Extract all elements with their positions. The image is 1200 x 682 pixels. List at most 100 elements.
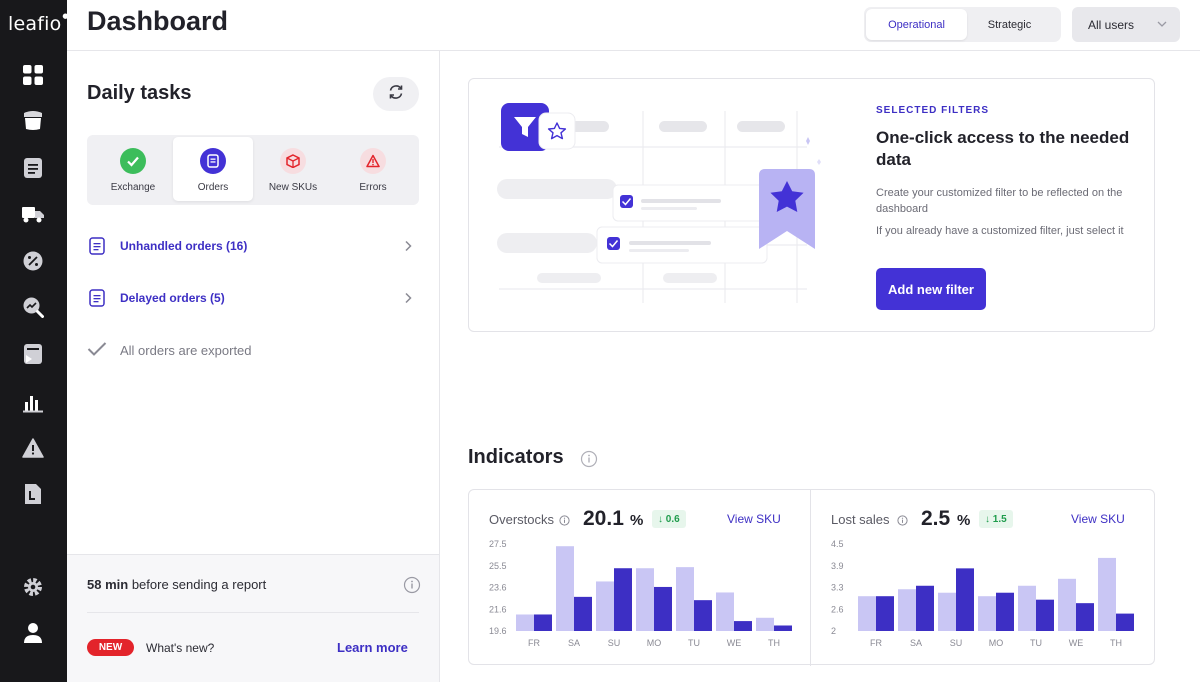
x-tick-label: MO [647, 638, 662, 648]
user-profile-icon[interactable] [20, 620, 46, 646]
bar-chart-icon[interactable] [20, 390, 46, 416]
orders-exported-label: All orders are exported [120, 343, 252, 358]
chart-bar [1018, 585, 1036, 631]
chevron-down-icon [1156, 18, 1168, 33]
info-icon[interactable] [897, 513, 908, 531]
chart-bar [1076, 603, 1094, 631]
user-filter-value: All users [1088, 17, 1135, 32]
chevron-right-icon [403, 291, 413, 309]
x-tick-label: TH [1110, 638, 1122, 648]
tab-errors[interactable]: Errors [333, 137, 413, 201]
report-time: 58 min [87, 577, 129, 592]
tab-new-skus-label: New SKUs [268, 182, 318, 193]
chart-bar [694, 600, 712, 631]
delayed-orders-label: Delayed orders (5) [120, 291, 225, 305]
warning-icon[interactable] [20, 435, 46, 461]
chart-bar [938, 592, 956, 631]
x-tick-label: TU [1030, 638, 1042, 648]
delivery-truck-icon[interactable] [20, 201, 46, 227]
app-logo[interactable]: leafio● [8, 11, 69, 35]
chart-bar [636, 568, 654, 631]
info-icon[interactable] [580, 450, 598, 473]
page-title: Dashboard [87, 6, 229, 36]
report-notice: 58 min before sending a report NEW What'… [67, 554, 439, 682]
info-icon[interactable] [559, 513, 570, 531]
tab-operational[interactable]: Operational [866, 9, 967, 40]
chart-bar [916, 585, 934, 631]
daily-tasks-title: Daily tasks [87, 82, 192, 104]
chart-bar [596, 581, 614, 631]
task-category-tabs: Exchange Orders New SKUs Errors [87, 135, 419, 205]
view-mode-switch: Operational Strategic [864, 7, 1061, 42]
store-icon[interactable] [20, 108, 46, 134]
overstocks-chart: 27.5 25.5 23.6 21.6 19.6 FR SA SU MO TU WE TH [489, 539, 792, 648]
tab-orders-label: Orders [197, 182, 229, 193]
chart-bar [1098, 557, 1116, 631]
info-icon[interactable] [403, 576, 421, 599]
unhandled-orders-row[interactable]: Unhandled orders (16) [87, 234, 419, 258]
y-tick-label: 21.6 [489, 604, 507, 614]
lost-sales-chart: 4.5 3.9 3.3 2.6 2 FR SA SU MO TU WE TH [831, 539, 1134, 648]
analytics-search-icon[interactable] [20, 294, 46, 320]
chart-bar [876, 596, 894, 631]
x-tick-label: FR [528, 638, 540, 648]
warning-triangle-icon [360, 148, 386, 174]
tab-errors-label: Errors [359, 182, 387, 193]
chart-bar [996, 592, 1014, 631]
filter-eyebrow: SELECTED FILTERS [876, 105, 990, 116]
chart-bar [956, 568, 974, 631]
orders-doc-icon[interactable] [20, 155, 46, 181]
x-tick-label: SA [910, 638, 922, 648]
x-tick-label: TH [768, 638, 780, 648]
filter-description-2: If you already have a customized filter,… [876, 225, 1124, 237]
learn-more-link[interactable]: Learn more [337, 640, 408, 655]
x-tick-label: MO [989, 638, 1004, 648]
document-icon [89, 237, 105, 260]
chart-bar [716, 592, 734, 631]
selected-filters-card: SELECTED FILTERS One-click access to the… [468, 78, 1155, 332]
report-countdown: 58 min before sending a report [87, 577, 266, 592]
main-rail: leafio● [0, 0, 69, 682]
reports-doc-icon[interactable] [20, 481, 46, 507]
y-tick-label: 2.6 [831, 604, 844, 614]
user-filter-dropdown[interactable]: All users [1072, 7, 1180, 42]
refresh-button[interactable] [373, 77, 419, 111]
chart-bar [556, 546, 574, 631]
overstocks-metric: Overstocks 20.1 % ↓ 0.6 View SKU 27.5 25.… [469, 490, 810, 666]
chart-bar [614, 568, 632, 631]
chart-bar [534, 614, 552, 631]
tab-strategic[interactable]: Strategic [987, 18, 1032, 31]
metric-label: Lost sales [831, 512, 890, 527]
y-tick-label: 25.5 [489, 561, 507, 571]
dashboard-grid-icon[interactable] [20, 62, 46, 88]
promo-percent-icon[interactable] [20, 248, 46, 274]
metric-label: Overstocks [489, 512, 555, 527]
chart-bar [756, 617, 774, 631]
delayed-orders-row[interactable]: Delayed orders (5) [87, 286, 419, 310]
x-tick-label: FR [870, 638, 882, 648]
indicators-title: Indicators [468, 446, 564, 468]
filter-title: One-click access to the needed data [876, 128, 1130, 169]
tab-exchange[interactable]: Exchange [93, 137, 173, 201]
y-tick-label: 27.5 [489, 539, 507, 549]
check-circle-icon [120, 148, 146, 174]
view-sku-link[interactable]: View SKU [1071, 512, 1125, 526]
top-header: Dashboard Operational Strategic All user… [67, 0, 1200, 51]
presentation-icon[interactable] [20, 341, 46, 367]
daily-tasks-panel: Daily tasks Exchange Orders New SKUs [67, 51, 440, 682]
chart-bar [1036, 599, 1054, 631]
document-icon [89, 289, 105, 312]
tab-new-skus[interactable]: New SKUs [253, 137, 333, 201]
x-tick-label: SU [608, 638, 621, 648]
tab-orders[interactable]: Orders [173, 137, 253, 201]
lost-sales-metric: Lost sales 2.5 % ↓ 1.5 View SKU 4.5 3.9 3.… [811, 490, 1152, 666]
settings-gear-icon[interactable] [20, 574, 46, 600]
add-new-filter-button[interactable]: Add new filter [876, 268, 986, 310]
filter-description: Create your customized filter to be refl… [876, 187, 1123, 215]
x-tick-label: SA [568, 638, 580, 648]
chart-bar [858, 596, 876, 631]
filter-illustration [487, 93, 833, 315]
unhandled-orders-label: Unhandled orders (16) [120, 239, 248, 253]
chart-bar [516, 614, 534, 631]
view-sku-link[interactable]: View SKU [727, 512, 781, 526]
